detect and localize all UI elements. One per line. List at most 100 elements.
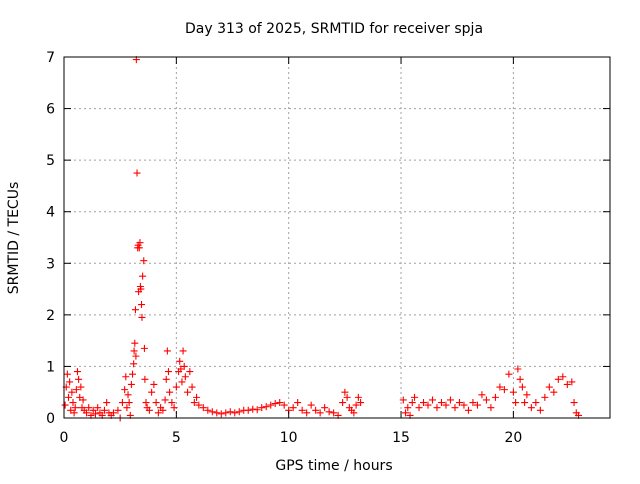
data-point-plus: [570, 399, 578, 407]
data-point-plus: [82, 409, 90, 417]
data-point-plus: [145, 406, 153, 414]
data-point-plus: [307, 401, 315, 409]
data-point-plus: [408, 399, 416, 407]
data-point-plus: [316, 409, 324, 417]
data-point-plus: [137, 285, 145, 293]
data-point-plus: [131, 306, 139, 314]
data-point-plus: [181, 373, 189, 381]
data-point-plus: [148, 388, 156, 396]
data-point-plus: [512, 399, 520, 407]
data-point-plus: [276, 399, 284, 407]
data-point-plus: [294, 399, 302, 407]
data-point-plus: [460, 401, 468, 409]
data-point-plus: [258, 404, 266, 412]
x-tick-label: 5: [172, 430, 181, 446]
y-tick-label: 0: [46, 411, 55, 427]
data-point-plus: [176, 357, 184, 365]
data-point-plus: [487, 404, 495, 412]
data-point-plus: [350, 409, 358, 417]
data-point-plus: [63, 370, 71, 378]
plot-frame: [63, 56, 611, 419]
data-point-plus: [141, 375, 149, 383]
y-tick-label: 5: [46, 153, 55, 169]
y-tick-label: 4: [46, 205, 55, 221]
grid: [64, 57, 610, 418]
data-point-plus: [139, 272, 147, 280]
data-point-plus: [159, 406, 167, 414]
data-point-plus: [199, 404, 207, 412]
data-point-plus: [521, 399, 529, 407]
data-point-plus: [446, 396, 454, 404]
data-point-plus: [75, 375, 83, 383]
x-tick-label: 15: [392, 430, 410, 446]
data-point-plus: [68, 388, 76, 396]
data-point-plus: [217, 410, 225, 418]
data-point-plus: [339, 399, 347, 407]
data-point-plus: [267, 401, 275, 409]
data-point-plus: [140, 257, 148, 265]
data-point-plus: [433, 404, 441, 412]
data-point-plus: [464, 406, 472, 414]
data-point-plus: [482, 396, 490, 404]
data-point-plus: [451, 404, 459, 412]
data-point-plus: [341, 388, 349, 396]
data-point-plus: [437, 399, 445, 407]
data-point-plus: [150, 380, 158, 388]
y-tick-label: 7: [46, 50, 55, 66]
data-point-plus: [132, 352, 140, 360]
data-point-plus: [541, 393, 549, 401]
data-point-plus: [500, 386, 508, 394]
x-axis-label: GPS time / hours: [275, 458, 392, 474]
data-point-plus: [100, 406, 108, 414]
data-point-plus: [195, 401, 203, 409]
data-point-plus: [424, 401, 432, 409]
data-point-plus: [123, 404, 131, 412]
data-point-plus: [142, 399, 150, 407]
data-point-plus: [244, 406, 252, 414]
data-point-plus: [527, 404, 535, 412]
data-point-plus: [154, 409, 162, 417]
y-tick-label: 1: [46, 359, 55, 375]
data-point-plus: [312, 406, 320, 414]
data-point-plus: [505, 370, 513, 378]
data-point-plus: [162, 375, 170, 383]
data-point-plus: [563, 380, 571, 388]
data-point-plus: [166, 388, 174, 396]
x-tick-label: 20: [504, 430, 522, 446]
data-point-plus: [133, 169, 141, 177]
data-point-plus: [64, 393, 72, 401]
data-point-plus: [204, 406, 212, 414]
data-point-plus: [70, 409, 78, 417]
data-point-plus: [124, 391, 132, 399]
data-point-plus: [103, 399, 111, 407]
data-point-plus: [545, 383, 553, 391]
data-point-plus: [253, 406, 261, 414]
data-point-plus: [94, 404, 102, 412]
data-point-plus: [222, 409, 230, 417]
data-point-plus: [473, 401, 481, 409]
data-point-plus: [138, 313, 146, 321]
data-point-plus: [135, 244, 143, 252]
data-point-plus: [130, 360, 138, 368]
data-point-plus: [77, 383, 85, 391]
data-point-plus: [164, 368, 172, 376]
data-points: [61, 56, 583, 422]
data-point-plus: [343, 393, 351, 401]
data-point-plus: [163, 347, 171, 355]
data-point-plus: [559, 373, 567, 381]
data-point-plus: [568, 378, 576, 386]
data-point-plus: [130, 347, 138, 355]
data-point-plus: [523, 391, 531, 399]
data-point-plus: [66, 378, 74, 386]
y-tick-label: 6: [46, 102, 55, 118]
data-point-plus: [125, 399, 133, 407]
data-point-plus: [271, 400, 279, 408]
data-point-plus: [213, 409, 221, 417]
data-point-plus: [415, 404, 423, 412]
data-point-plus: [354, 393, 362, 401]
data-point-plus: [114, 406, 122, 414]
data-point-plus: [138, 301, 146, 309]
x-tick-label: 10: [280, 430, 298, 446]
data-point-plus: [109, 409, 117, 417]
